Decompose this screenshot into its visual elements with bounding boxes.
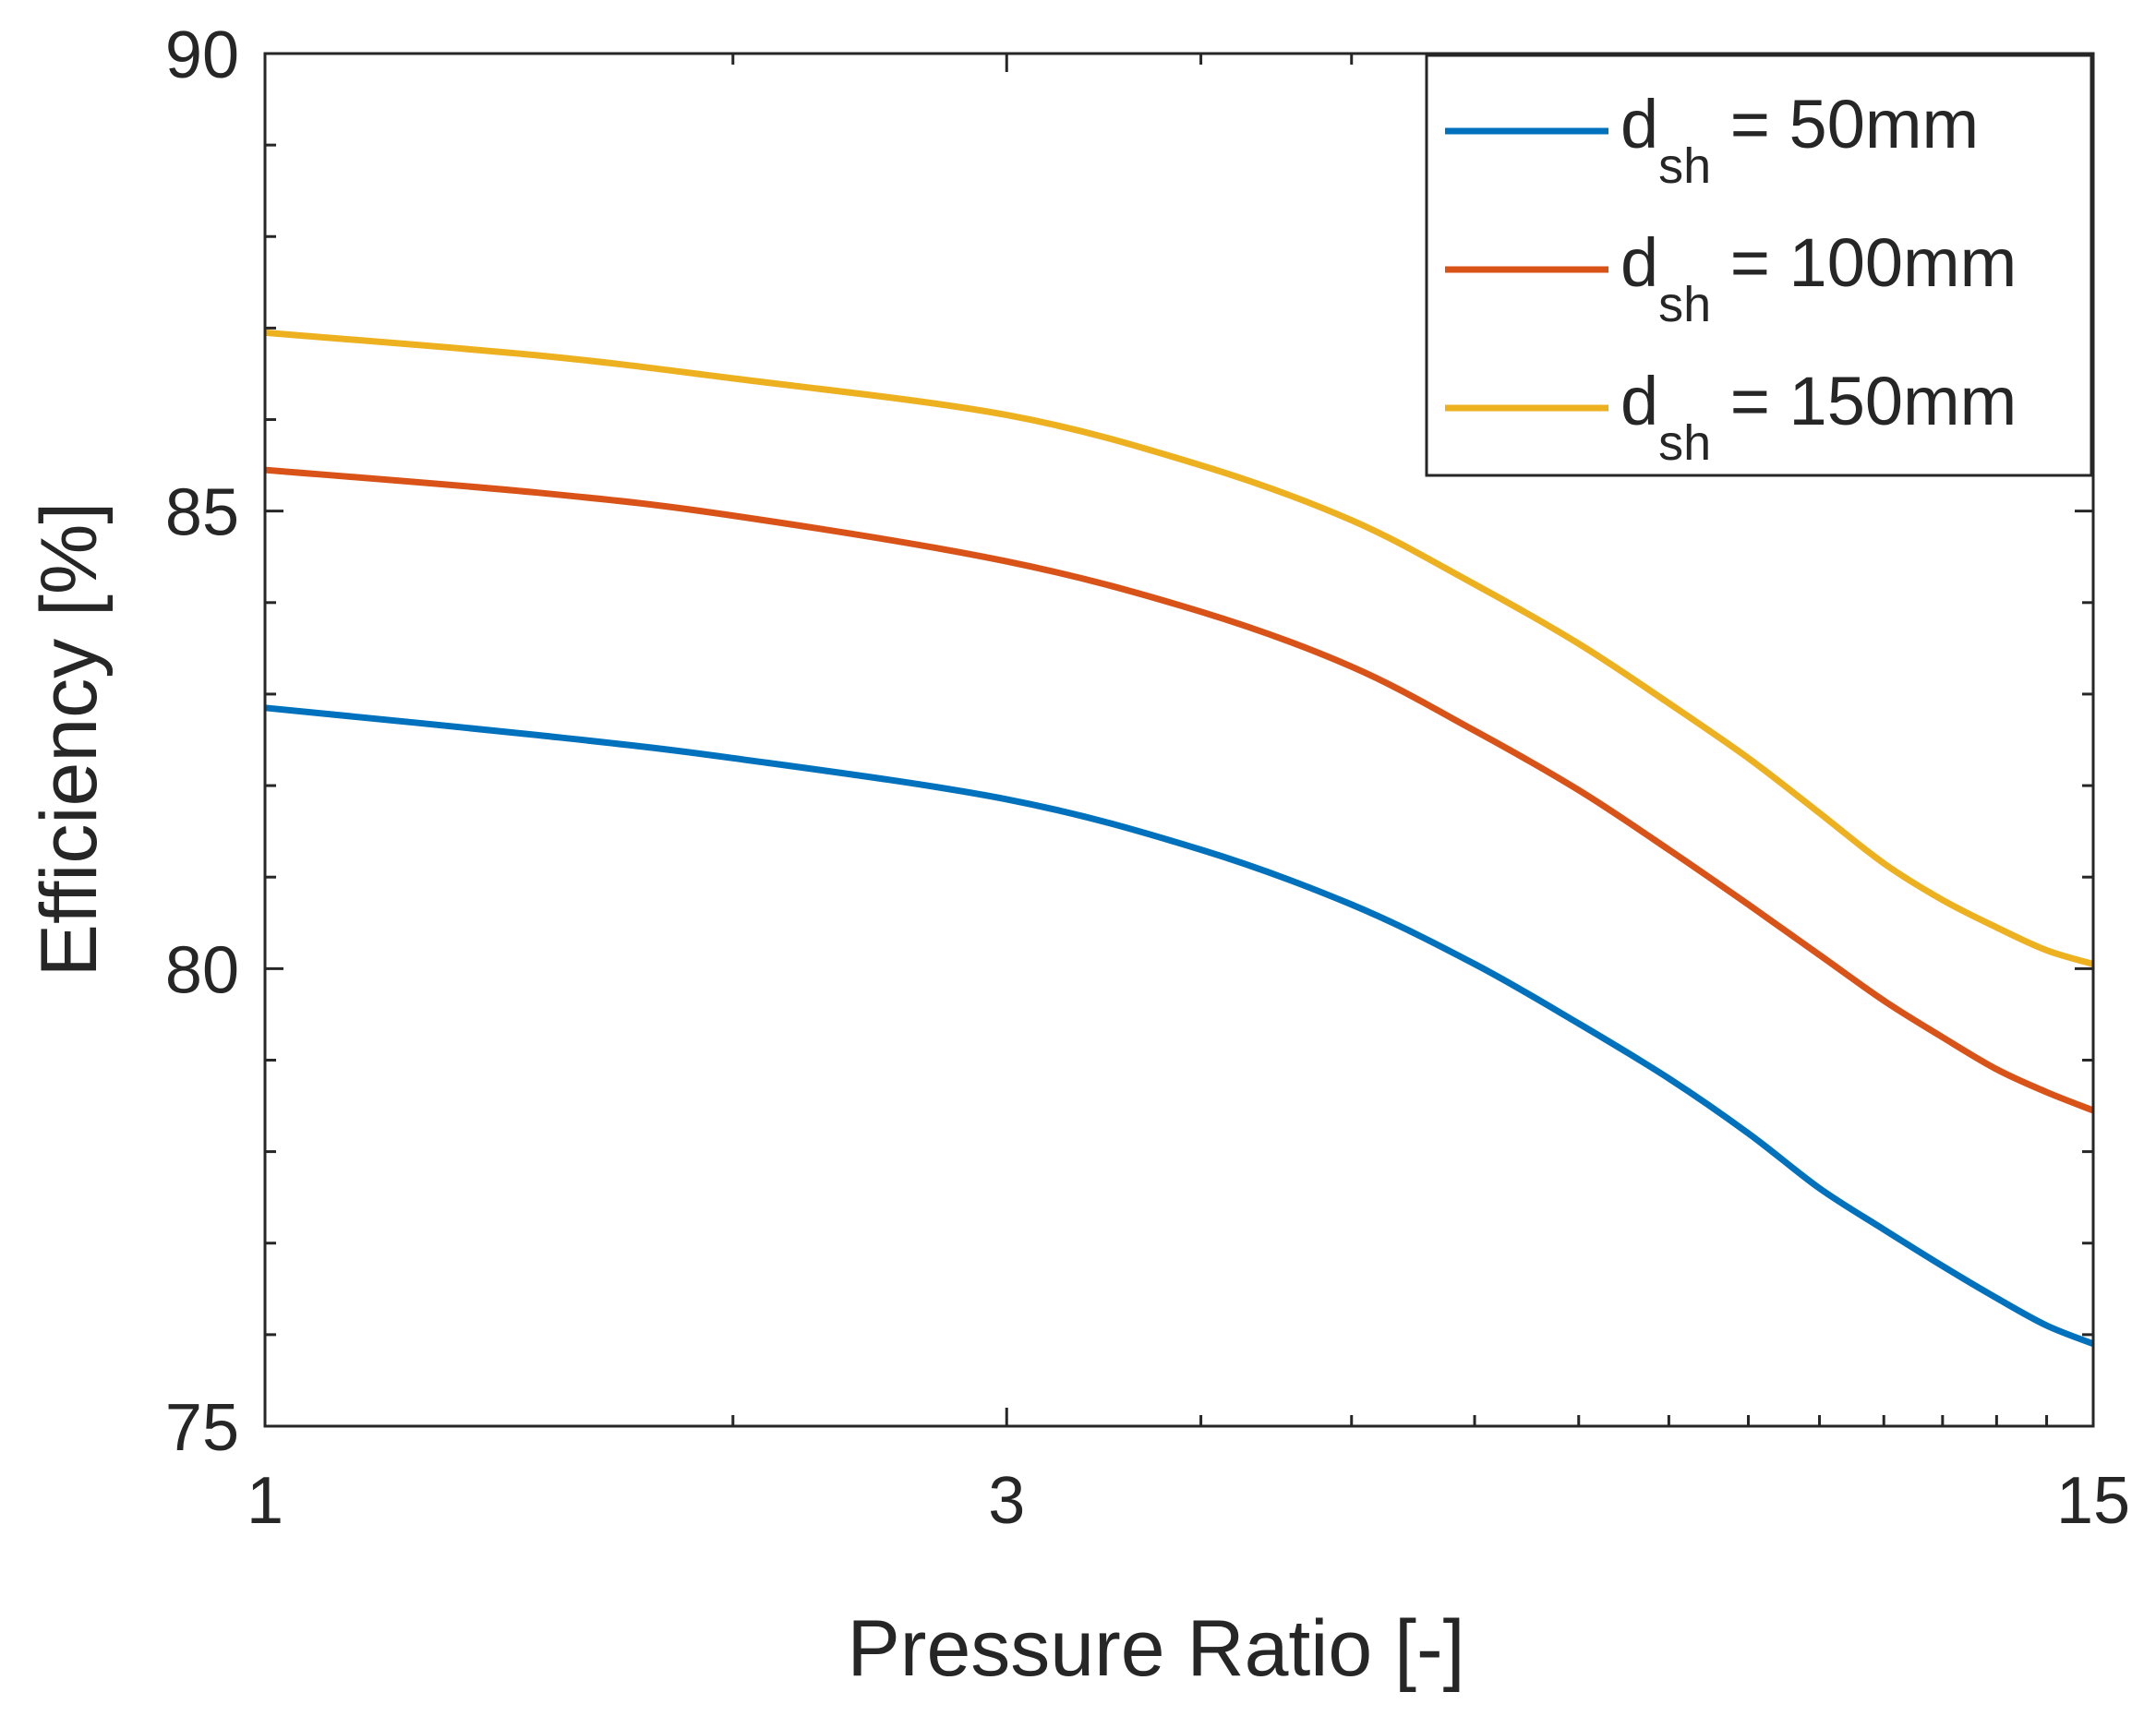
y-axis-label: Efficiency [%]	[25, 502, 114, 978]
series-line-3	[264, 329, 2094, 967]
series-layer	[264, 329, 2095, 1348]
y-tick-label: 85	[165, 476, 239, 550]
y-tick-label: 90	[165, 18, 239, 92]
y-tick-label: 75	[165, 1391, 239, 1465]
legend-label-1: dsh = 50mm	[1620, 86, 1979, 194]
series-line-1	[264, 704, 2095, 1348]
legend-label-2: dsh = 100mm	[1620, 224, 2017, 332]
legend-label-3: dsh = 150mm	[1620, 363, 2017, 471]
x-tick-label: 1	[247, 1464, 283, 1538]
x-axis-label: Pressure Ratio [-]	[847, 1604, 1464, 1693]
series-line-2	[264, 466, 2095, 1114]
x-tick-label: 15	[2056, 1464, 2130, 1538]
y-tick-label: 80	[165, 933, 239, 1007]
y-axis-ticks: 75 80 85 90	[165, 18, 2093, 1465]
x-axis-ticks: 1 3 15	[247, 54, 2130, 1538]
axes-box	[263, 52, 2095, 1428]
legend: dsh = 50mm dsh = 100mm dsh = 150mm	[1425, 54, 2093, 477]
x-tick-label: 3	[988, 1464, 1025, 1538]
